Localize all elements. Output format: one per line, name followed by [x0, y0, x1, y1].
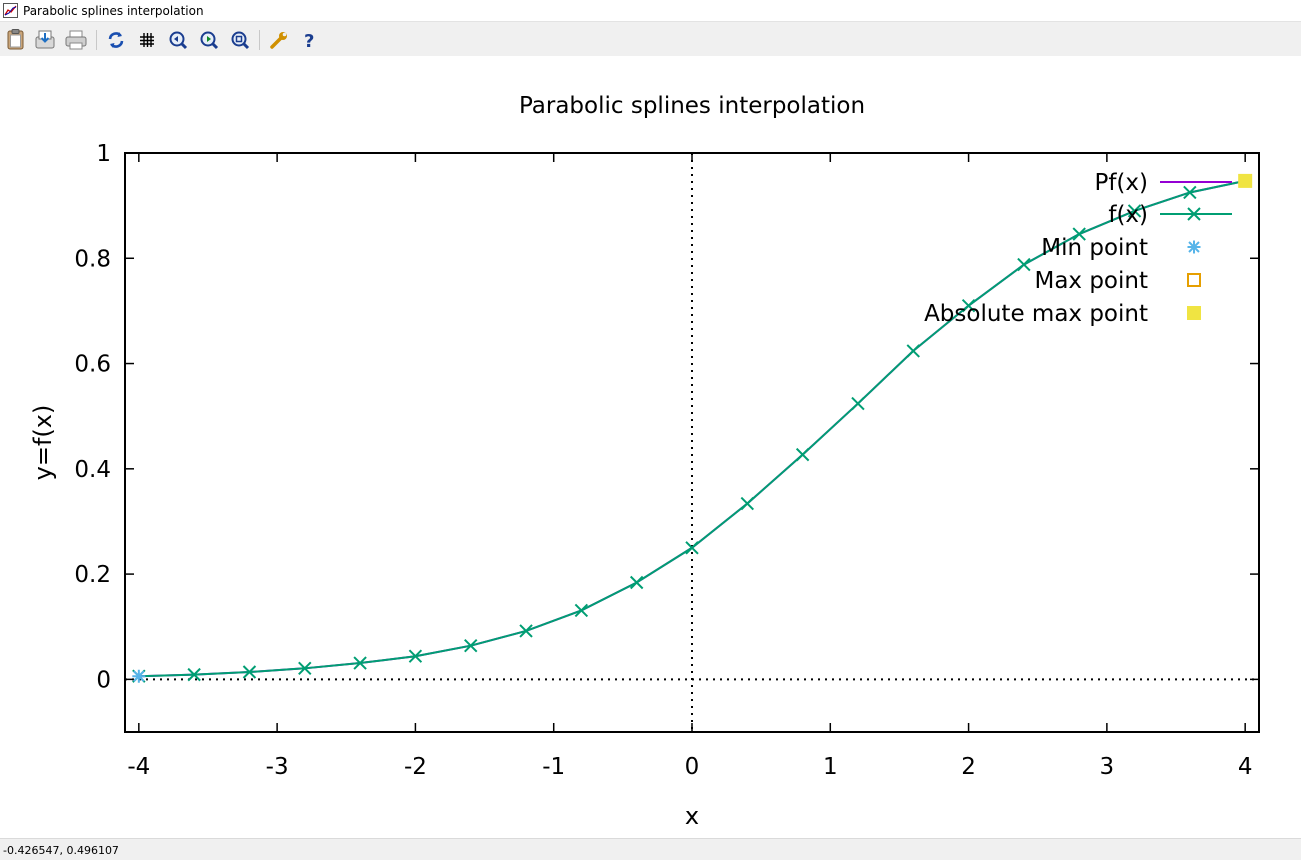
copy-to-clipboard-icon: [7, 29, 24, 50]
x-tick-label: -1: [542, 754, 565, 780]
data-point-f: [353, 656, 367, 670]
x-tick-label: 1: [823, 754, 838, 780]
y-tick-label: 0.6: [74, 352, 111, 378]
data-point-f: [242, 665, 257, 679]
data-point-f: [961, 298, 976, 313]
unzoom-icon: [231, 31, 250, 50]
y-tick-label: 0.4: [74, 457, 111, 483]
x-tick-label: -4: [127, 754, 150, 780]
export-icon: [35, 30, 55, 49]
x-tick-label: 4: [1238, 754, 1253, 780]
legend-key-max: [1187, 273, 1201, 287]
data-point-f: [408, 649, 423, 663]
legend-label: Absolute max point: [924, 301, 1148, 327]
toolbar-separator: [259, 30, 260, 50]
x-tick-label: 2: [961, 754, 976, 780]
legend-label: Pf(x): [1094, 170, 1148, 196]
y-axis-label: y=f(x): [29, 405, 57, 481]
data-point-f: [795, 447, 810, 462]
legend-key-min: [1187, 240, 1201, 254]
data-point-f: [519, 624, 533, 638]
legend-key-f-marker: [1187, 207, 1201, 221]
replot-icon: [108, 32, 124, 48]
data-point-f: [1017, 257, 1031, 272]
cursor-coordinates: -0.426547, 0.496107: [3, 844, 119, 857]
y-tick-label: 1: [96, 141, 111, 167]
data-point-f: [1072, 227, 1086, 241]
y-tick-label: 0.2: [74, 562, 111, 588]
toolbar-separator: [96, 30, 97, 50]
chart-title: Parabolic splines interpolation: [519, 93, 865, 119]
y-tick-label: 0: [96, 667, 111, 693]
legend-label: f(x): [1108, 202, 1148, 228]
copy-to-clipboard-button[interactable]: [4, 28, 28, 52]
replot-button[interactable]: [104, 28, 128, 52]
x-tick-label: -2: [404, 754, 427, 780]
y-tick-label: 0.8: [74, 246, 111, 272]
data-point-min: [132, 669, 146, 683]
svg-text:?: ?: [304, 31, 314, 52]
data-point-f: [906, 344, 920, 358]
statusbar: -0.426547, 0.496107: [0, 838, 1301, 860]
options-icon: [270, 32, 287, 49]
data-point-f: [298, 661, 312, 676]
data-point-f: [1127, 204, 1142, 218]
x-tick-label: 0: [685, 754, 700, 780]
toolbar: ?: [0, 22, 1301, 56]
legend-label: Min point: [1041, 235, 1148, 261]
x-tick-label: -3: [266, 754, 289, 780]
data-point-f: [629, 575, 644, 590]
data-point-f: [685, 541, 699, 555]
data-point-f: [1183, 185, 1197, 200]
data-point-f: [574, 603, 589, 618]
help-button[interactable]: ?: [298, 28, 322, 52]
app-icon: [3, 3, 18, 18]
print-button[interactable]: [64, 28, 88, 52]
zoom-next-button[interactable]: [197, 28, 221, 52]
plot-area[interactable]: Parabolic splines interpolation x y=f(x) -4…: [0, 56, 1301, 838]
data-point-f: [187, 667, 201, 682]
options-button[interactable]: [267, 28, 291, 52]
window-title: Parabolic splines interpolation: [23, 4, 204, 18]
legend-key-absolute-max: [1187, 306, 1201, 320]
data-point-f: [464, 638, 478, 653]
legend-label: Max point: [1034, 268, 1148, 294]
zoom-next-icon: [200, 31, 219, 50]
window-titlebar: Parabolic splines interpolation: [0, 0, 1301, 22]
data-point-absolute-max: [1238, 173, 1253, 188]
help-icon: ?: [304, 31, 314, 52]
zoom-previous-icon: [169, 31, 188, 50]
data-point-f: [740, 496, 755, 511]
grid-button[interactable]: [135, 28, 159, 52]
print-icon: [65, 30, 87, 50]
export-button[interactable]: [33, 28, 57, 52]
grid-icon: [140, 33, 154, 47]
unzoom-button[interactable]: [228, 28, 252, 52]
data-point-f: [851, 396, 865, 411]
x-axis-label: x: [685, 802, 699, 830]
zoom-previous-button[interactable]: [166, 28, 190, 52]
x-tick-label: 3: [1100, 754, 1115, 780]
